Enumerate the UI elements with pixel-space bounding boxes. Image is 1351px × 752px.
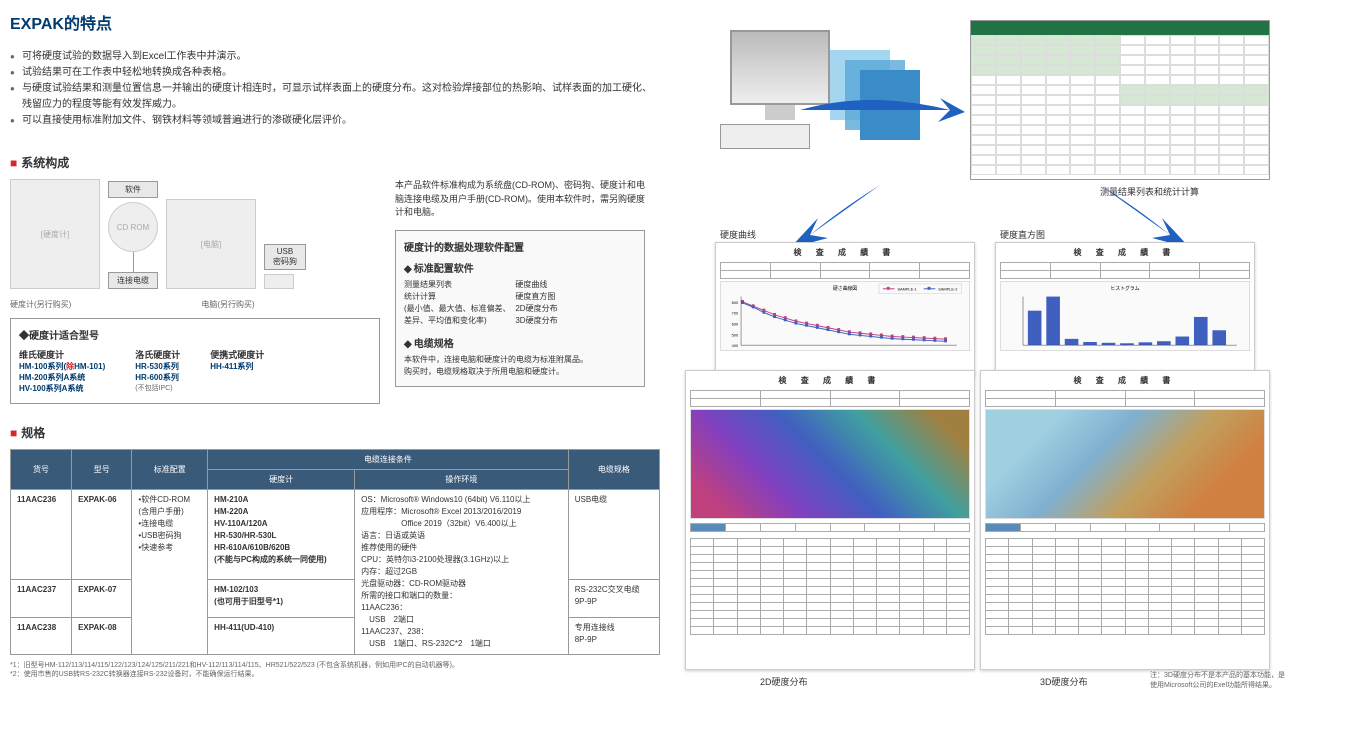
th-cable: 电缆规格 <box>568 449 659 489</box>
page-title: EXPAK的特点 <box>10 10 660 34</box>
config-sub1: 标准配置软件 <box>404 260 636 275</box>
svg-text:600: 600 <box>732 321 738 326</box>
config-box: 硬度计的数据处理软件配置 标准配置软件 测量结果列表硬度曲线统计计算硬度直方图(… <box>395 230 645 387</box>
th-config: 标准配置 <box>132 449 208 489</box>
td-env: OS：Microsoft® Windows10 (64bit) V6.110以上… <box>355 489 569 654</box>
td-tester: HM-102/103 (也可用于旧型号*1) <box>208 580 355 617</box>
report-title: 検 査 成 績 書 <box>690 375 970 386</box>
hardness-tester-image: [硬度计] <box>10 179 100 289</box>
config-right: 2D硬度分布 <box>515 303 636 315</box>
cdrom-icon: CD ROM <box>108 202 158 252</box>
svg-text:硬さ曲線図: 硬さ曲線図 <box>833 285 857 292</box>
footnote: *1：旧型号HM-112/113/114/115/122/123/124/125… <box>10 661 660 671</box>
svg-text:400: 400 <box>732 343 738 348</box>
feature-item: 与硬度试验结果和测量位置信息一并输出的硬度计相连时，可显示试样表面上的硬度分布。… <box>10 81 660 113</box>
hist-report: 検 査 成 績 書 ヒストグラム <box>995 242 1255 377</box>
right-illustration: 测量结果列表和统计计算 硬度曲线 検 査 成 績 書 硬さ曲線図SAMPLE-1… <box>700 10 1320 680</box>
config-desc: 本产品软件标准构成为系统盘(CD-ROM)、密码狗、硬度计和电脑连接电缆及用户手… <box>395 179 645 220</box>
compat-col-label: 洛氏硬度计 <box>135 348 180 361</box>
footnotes: *1：旧型号HM-112/113/114/115/122/123/124/125… <box>10 661 660 681</box>
compat-models: HH-411系列 <box>210 361 264 372</box>
td-cable: 专用连接线 8P-9P <box>568 617 659 654</box>
spec-table: 货号 型号 标准配置 电缆连接条件 电缆规格 硬度计 操作环境 11AAC236… <box>10 449 660 655</box>
config-left: 测量结果列表 <box>404 279 515 291</box>
th-tester: 硬度计 <box>208 469 355 489</box>
report-title: 検 査 成 績 書 <box>985 375 1265 386</box>
d2-report: 検 査 成 績 書 <box>685 370 975 670</box>
feature-item: 试验结果可在工作表中轻松地转换成各种表格。 <box>10 65 660 81</box>
compat-col-label: 维氏硬度计 <box>19 348 105 361</box>
td-tester: HH-411(UD-410) <box>208 617 355 654</box>
contour-2d-chart <box>690 409 970 519</box>
th-group: 电缆连接条件 <box>208 449 569 469</box>
svg-text:ヒストグラム: ヒストグラム <box>1111 285 1140 292</box>
system-header: 系统构成 <box>10 154 660 171</box>
usb-dongle-icon <box>264 274 294 289</box>
td-tester: HM-210A HM-220A HV-110A/120A HR-530/HR-5… <box>208 489 355 580</box>
spec-header: 规格 <box>10 424 660 441</box>
pc-image: [电脑] <box>166 199 256 289</box>
d3-note: 注：3D硬度分布不是本产品的基本功能，是使用Microsoft公司的Exel功能… <box>1150 670 1290 680</box>
report-title: 検 査 成 績 書 <box>720 247 970 258</box>
td-model: EXPAK-06 <box>72 489 132 580</box>
d3-report: 検 査 成 績 書 <box>980 370 1270 670</box>
footnote: *2：使用市售的USB转RS-232C转换器连接RS-232设备时，不能确保运行… <box>10 670 660 680</box>
svg-text:SAMPLE-1: SAMPLE-1 <box>897 287 916 292</box>
th-model: 型号 <box>72 449 132 489</box>
td-cable: RS-232C交叉电缆 9P-9P <box>568 580 659 617</box>
cable-desc: 本软件中，连接电脑和硬度计的电缆为标准附属品。 购买时，电缆规格取决于所用电脑和… <box>404 354 636 378</box>
td-code: 11AAC237 <box>11 580 72 617</box>
td-cable: USB电缆 <box>568 489 659 580</box>
excel-mock <box>970 20 1270 180</box>
td-code: 11AAC236 <box>11 489 72 580</box>
th-code: 货号 <box>11 449 72 489</box>
report-title: 検 査 成 績 書 <box>1000 247 1250 258</box>
hw-right-caption: 电脑(另行购买) <box>201 299 254 310</box>
compat-title: ◆硬度计适合型号 <box>19 327 371 342</box>
system-diagram: [硬度计] 软件 CD ROM 连接电缆 [电脑] USB 密码狗 硬度计(另行… <box>10 179 380 404</box>
config-right: 硬度曲线 <box>515 279 636 291</box>
td-model: EXPAK-07 <box>72 580 132 617</box>
compat-box: ◆硬度计适合型号 维氏硬度计HM-100系列(除HM-101)HM-200系列A… <box>10 318 380 404</box>
surface-3d-chart <box>985 409 1265 519</box>
config-box-title: 硬度计的数据处理软件配置 <box>404 239 636 254</box>
compat-models: HR-530系列HR-600系列 <box>135 361 180 383</box>
config-right: 硬度直方图 <box>515 291 636 303</box>
d3-label: 3D硬度分布 <box>1040 675 1088 688</box>
config-left: (最小值、最大值、标准偏差、 <box>404 303 515 315</box>
config-left: 差异、平均值和变化率) <box>404 315 515 327</box>
usb-label: USB 密码狗 <box>264 244 306 270</box>
config-right: 3D硬度分布 <box>515 315 636 327</box>
histogram-chart: ヒストグラム <box>1001 282 1249 350</box>
config-left: 统计计算 <box>404 291 515 303</box>
cable-label: 连接电缆 <box>108 272 158 289</box>
software-label: 软件 <box>108 181 158 198</box>
config-sub2: 电缆规格 <box>404 335 636 350</box>
svg-text:500: 500 <box>732 332 738 337</box>
curve-report: 検 査 成 績 書 硬さ曲線図 SAMPLE-1 SAMPLE-2 400 500 600… <box>715 242 975 377</box>
line-chart: 硬さ曲線図 SAMPLE-1 SAMPLE-2 400 500 600 700 800 <box>721 282 969 350</box>
td-model: EXPAK-08 <box>72 617 132 654</box>
feature-item: 可以直接使用标准附加文件、钢铁材料等领域普遍进行的渗碳硬化层评价。 <box>10 113 660 129</box>
feature-item: 可将硬度试验的数据导入到Excel工作表中并演示。 <box>10 49 660 65</box>
curve-label: 硬度曲线 <box>720 228 756 241</box>
svg-text:800: 800 <box>732 300 738 305</box>
feature-list: 可将硬度试验的数据导入到Excel工作表中并演示。 试验结果可在工作表中轻松地转… <box>10 49 660 129</box>
td-config: •软件CD-ROM (含用户手册) •连接电缆 •USB密码狗 •快速参考 <box>132 489 208 654</box>
compat-col-label: 便携式硬度计 <box>210 348 264 361</box>
arrow-icon <box>790 80 970 140</box>
hist-label: 硬度直方图 <box>1000 228 1045 241</box>
hw-left-caption: 硬度计(另行购买) <box>10 299 71 310</box>
svg-text:SAMPLE-2: SAMPLE-2 <box>938 287 957 292</box>
compat-models: HM-100系列(除HM-101)HM-200系列A系统HV-100系列A系统 <box>19 361 105 395</box>
svg-text:700: 700 <box>732 311 738 316</box>
td-code: 11AAC238 <box>11 617 72 654</box>
d2-label: 2D硬度分布 <box>760 675 808 688</box>
th-env: 操作环境 <box>355 469 569 489</box>
